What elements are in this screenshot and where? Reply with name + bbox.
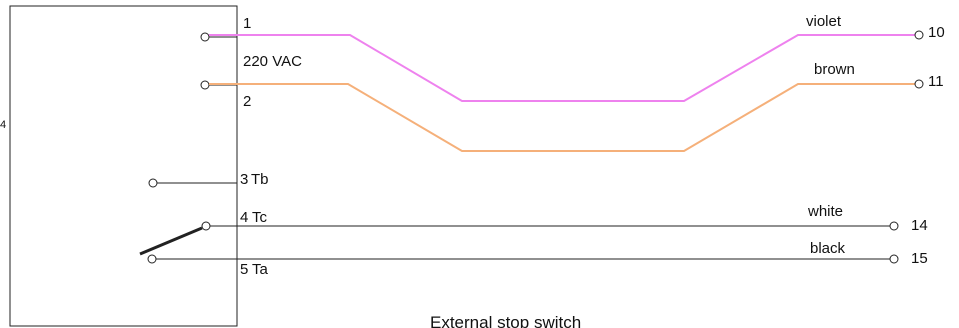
terminal-10-label: 10 (928, 24, 945, 41)
terminal-11-label: 11 (928, 73, 944, 90)
switch-lever (139, 226, 203, 256)
pin-5-tag: Ta (252, 261, 269, 278)
black-wire-label: black (810, 240, 846, 257)
pin-5-number: 5 (240, 261, 248, 278)
voltage-label: 220 VAC (243, 53, 302, 70)
pin-2-terminal (200, 80, 210, 90)
violet-wire (209, 34, 915, 102)
white-wire-label: white (807, 203, 843, 220)
terminal-15-label: 15 (911, 250, 928, 267)
brown-wire (209, 83, 915, 152)
enclosure-box (9, 5, 238, 327)
pin-4-tag: Tc (252, 209, 268, 226)
pin-4-terminal (201, 221, 211, 231)
diagram-caption: External stop switch (430, 313, 581, 328)
pin-1-label: 1 (243, 15, 251, 32)
pin-5-terminal (147, 254, 157, 264)
terminal-15 (889, 254, 899, 264)
pin-1-terminal (200, 32, 210, 42)
pin-3-tag: Tb (251, 171, 269, 188)
pin-3-terminal (148, 178, 158, 188)
terminal-14 (889, 221, 899, 231)
terminal-11 (914, 79, 924, 89)
pin-4-number: 4 (240, 209, 248, 226)
terminal-10 (914, 30, 924, 40)
brown-wire-label: brown (814, 61, 855, 78)
pin-3-number: 3 (240, 171, 248, 188)
terminal-14-label: 14 (911, 217, 928, 234)
pin-2-label: 2 (243, 93, 251, 110)
violet-wire-label: violet (806, 13, 842, 30)
box-edge-mark: 4 (0, 119, 6, 131)
